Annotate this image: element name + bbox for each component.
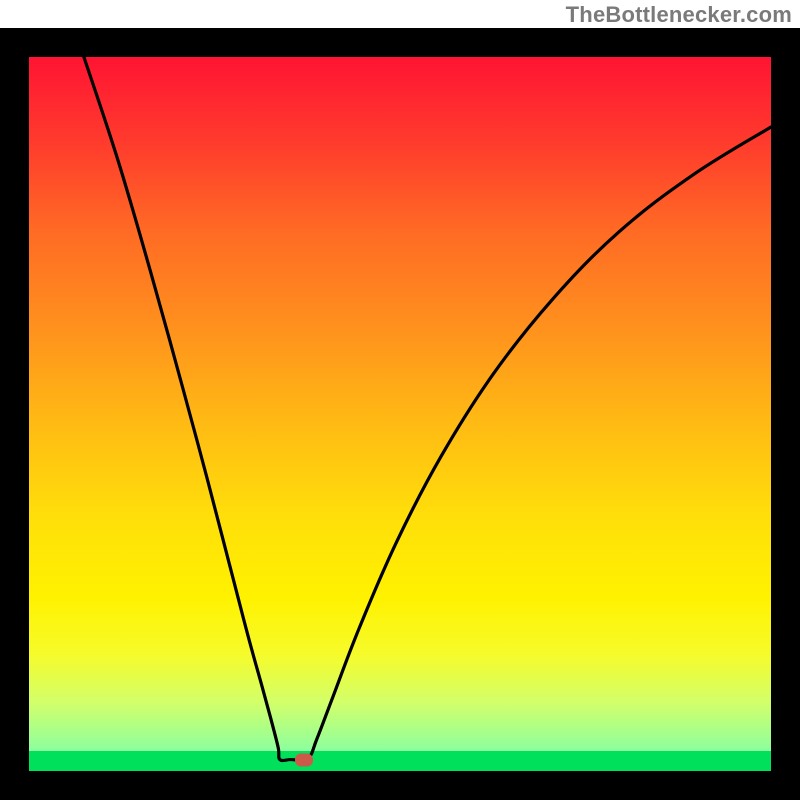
canvas: TheBottlenecker.com [0, 0, 800, 800]
frame-border-top [0, 28, 800, 57]
frame-border-right [771, 28, 800, 800]
frame-border-left [0, 28, 29, 800]
chart-frame [0, 28, 800, 800]
bottleneck-curve [29, 57, 771, 771]
frame-border-bottom [0, 771, 800, 800]
watermark-text: TheBottlenecker.com [566, 2, 792, 28]
optimum-marker [295, 753, 313, 766]
plot-area [29, 57, 771, 771]
